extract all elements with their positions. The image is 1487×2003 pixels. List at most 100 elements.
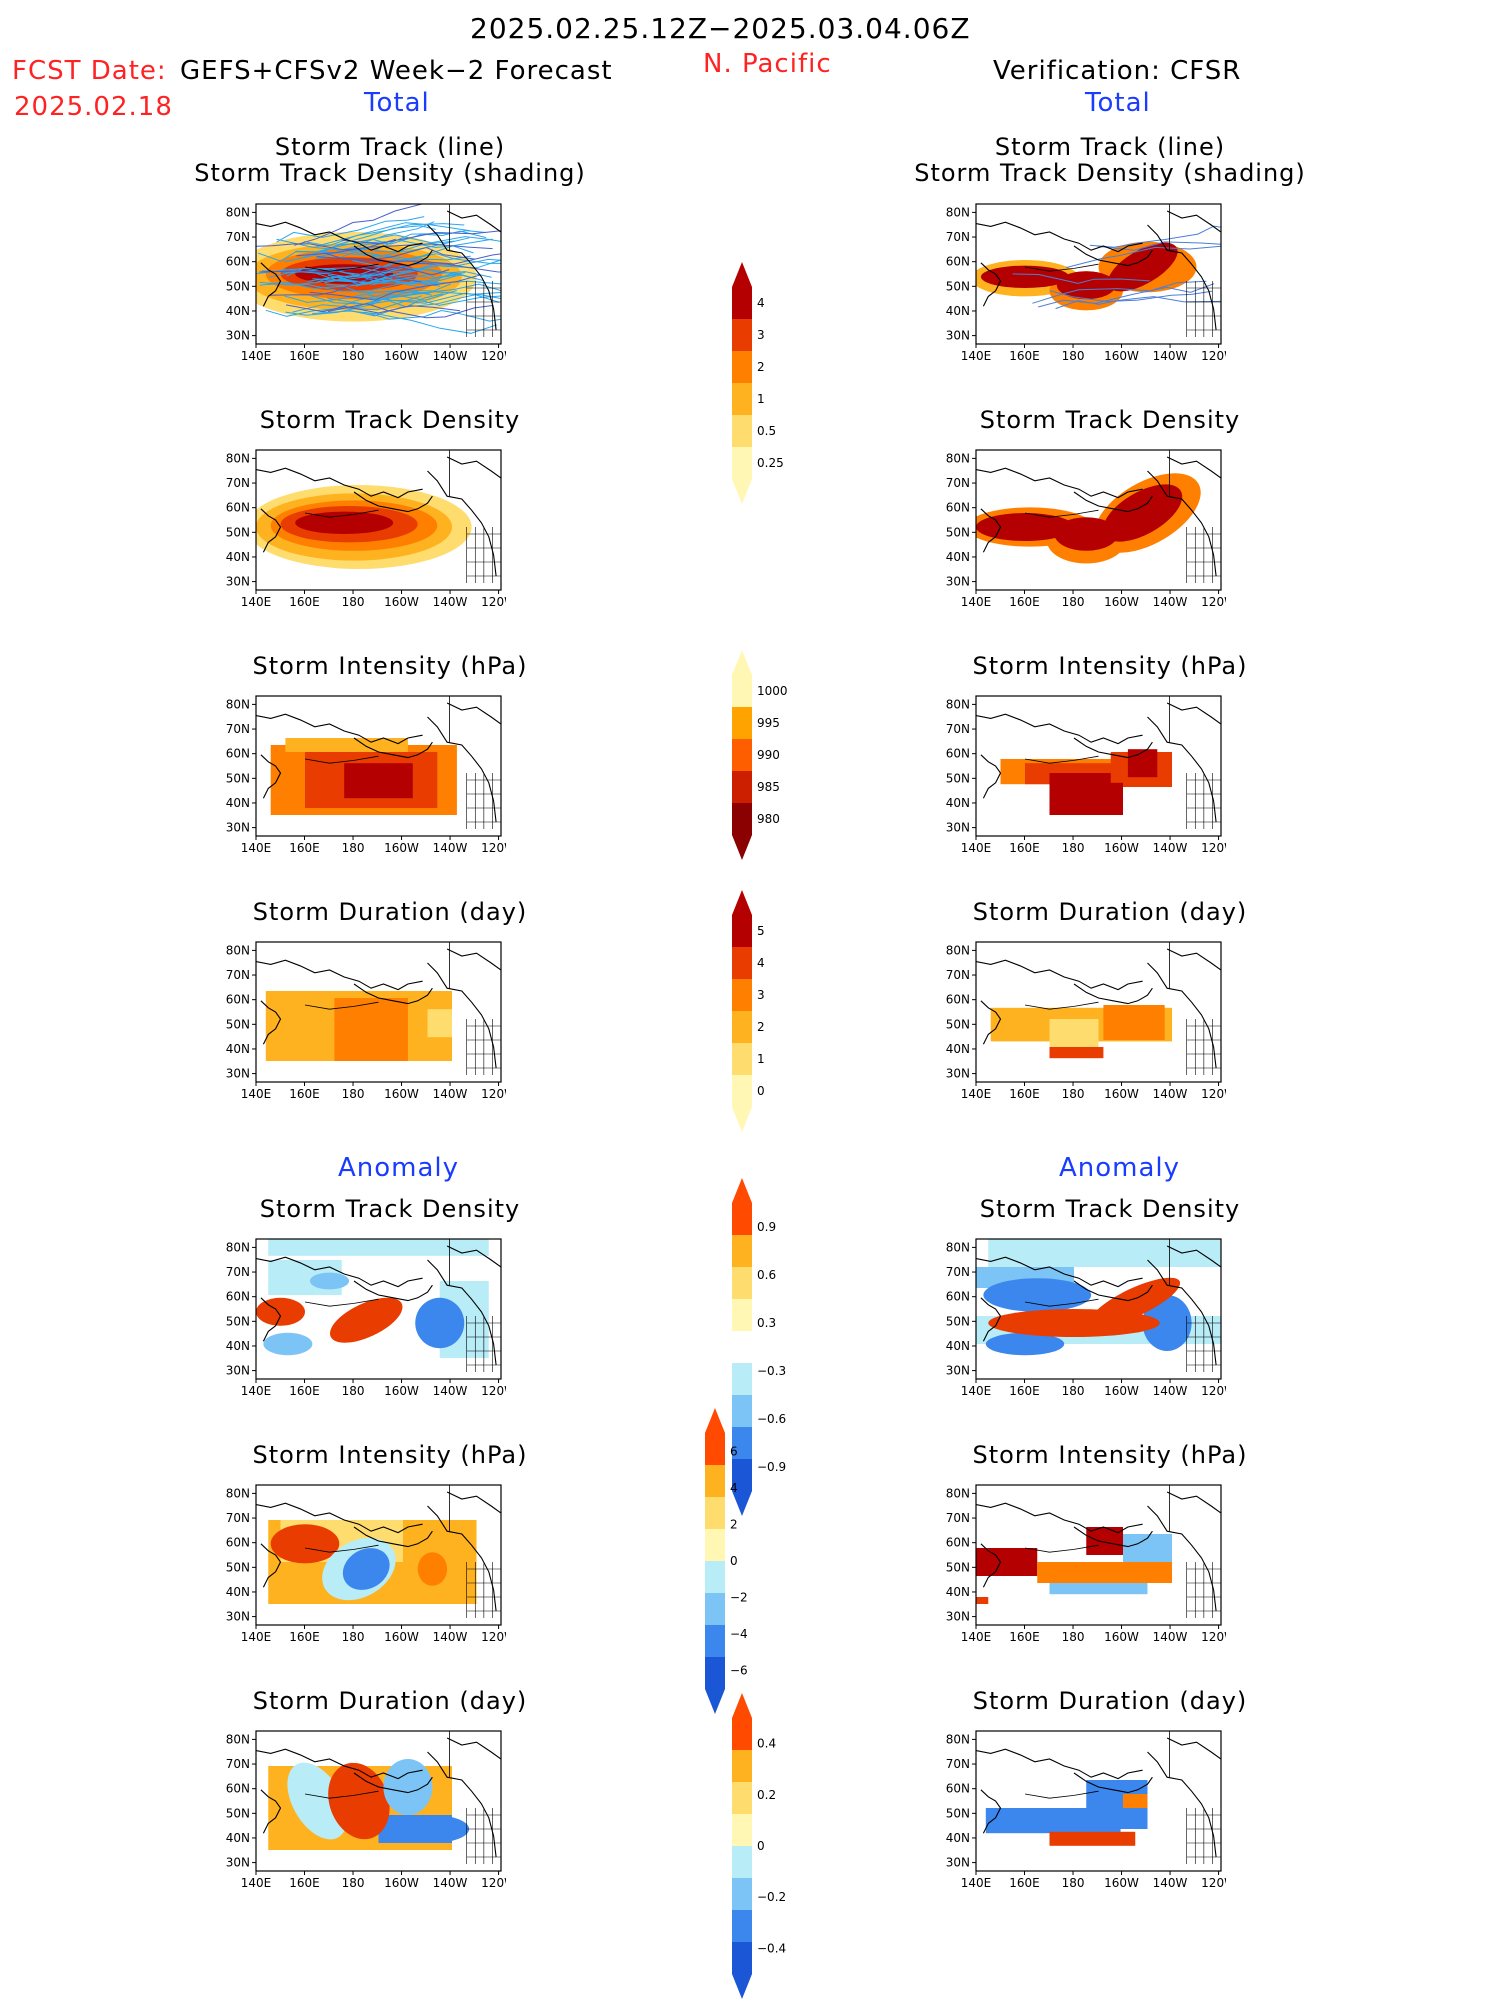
colorbar-tick-label: 0 [730,1554,738,1568]
lat-tick-label: 50N [946,1314,970,1328]
colorbar-tick-label: 1 [757,1052,765,1066]
colorbar-segment [732,1427,752,1459]
title-density-left: Storm Track Density [259,406,521,434]
colorbar-arrow-bottom [732,1491,752,1516]
lat-tick-label: 30N [226,821,250,835]
colorbar-segment [732,415,752,447]
title-duration-left: Storm Duration (day) [252,898,528,926]
colorbar-tick-label: 0.4 [757,1737,776,1751]
colorbar-tick-label: 6 [730,1444,738,1458]
model-name: GEFS+CFSv2 Week−2 Forecast [180,56,613,86]
lat-tick-label: 50N [226,1560,250,1574]
region-name: N. Pacific [703,49,832,79]
lon-tick-label: 160E [289,349,320,363]
colorbar-segment [705,1593,725,1625]
colorbar-segment [732,979,752,1011]
lat-tick-label: 50N [226,1806,250,1820]
colorbar-tick-label: −0.2 [757,1890,786,1904]
lat-tick-label: 80N [226,205,250,219]
map-anom-density-verification: 80N 70N 60N 50N 40N 30N 140E 160E 180 160W 140W 120… [936,1231,1226,1403]
lat-tick-label: 30N [946,329,970,343]
colorbar-segment [705,1433,725,1465]
colorbar-segment [732,1395,752,1427]
colorbar-segment [732,1011,752,1043]
lat-tick-label: 60N [226,1782,250,1796]
colorbar-segment [732,1363,752,1395]
colorbar-arrow-top [732,1693,752,1718]
lat-tick-label: 80N [226,1732,250,1746]
lon-tick-label: 120W [1201,1630,1226,1644]
lon-tick-label: 180 [1062,1876,1085,1890]
lon-tick-label: 140E [961,349,992,363]
lon-tick-label: 160E [1009,1087,1040,1101]
lat-tick-label: 70N [946,1511,970,1525]
colorbar-tick-label: 990 [757,748,780,762]
lon-tick-label: 180 [1062,595,1085,609]
colorbar-segment [732,1846,752,1878]
lat-tick-label: 50N [226,1017,250,1031]
colorbar-tick-label: 1 [757,392,765,406]
title-intensity-right: Storm Intensity (hPa) [972,652,1248,680]
lat-tick-label: 30N [946,1856,970,1870]
title-anom-density-right: Storm Track Density [979,1195,1241,1223]
colorbar-segment [732,1235,752,1267]
colorbar-segment [732,1750,752,1782]
lon-tick-label: 140E [961,1087,992,1101]
colorbar-tick-label: 985 [757,780,780,794]
lat-tick-label: 80N [226,451,250,465]
lon-tick-label: 120W [481,841,506,855]
map-track-forecast: 80N 70N 60N 50N 40N 30N 140E 160E 180 160W 140W 120… [216,196,506,368]
lon-tick-label: 140W [433,841,468,855]
lon-tick-label: 120W [1201,349,1226,363]
lat-tick-label: 70N [226,1757,250,1771]
lon-tick-label: 140E [241,1384,272,1398]
lat-tick-label: 40N [946,304,970,318]
lon-tick-label: 120W [1201,1876,1226,1890]
colorbar-intensity-total: 1000 995 990 985 980 [722,650,812,864]
colorbar-segment [705,1465,725,1497]
lon-tick-label: 160W [384,1876,419,1890]
lon-tick-label: 140E [961,1876,992,1890]
section-anomaly-left: Anomaly [338,1153,460,1183]
lat-tick-label: 60N [946,1782,970,1796]
lat-tick-label: 70N [226,476,250,490]
lon-tick-label: 160E [1009,1384,1040,1398]
title-anom-duration-right: Storm Duration (day) [972,1687,1248,1715]
lat-tick-label: 80N [226,943,250,957]
section-anomaly-right: Anomaly [1059,1153,1181,1183]
lat-tick-label: 70N [946,230,970,244]
lat-tick-label: 40N [946,550,970,564]
colorbar-tick-label: −6 [730,1664,748,1678]
lat-tick-label: 70N [226,1265,250,1279]
colorbar-arrow-top [705,1408,725,1433]
colorbar-tick-label: 3 [757,988,765,1002]
lat-tick-label: 40N [946,1339,970,1353]
lon-tick-label: 160W [1104,349,1139,363]
lon-tick-label: 160W [1104,841,1139,855]
lat-tick-label: 50N [226,279,250,293]
lon-tick-label: 140E [241,1087,272,1101]
colorbar-segment [732,1267,752,1299]
lon-tick-label: 120W [1201,1384,1226,1398]
colorbar-segment [732,1299,752,1331]
lon-tick-label: 160E [289,1384,320,1398]
lat-tick-label: 30N [226,1364,250,1378]
lon-tick-label: 180 [1062,1630,1085,1644]
lat-tick-label: 80N [946,1240,970,1254]
lon-tick-label: 140E [241,595,272,609]
lat-tick-label: 40N [226,1831,250,1845]
colorbar-tick-label: 0.3 [757,1316,776,1330]
colorbar-segment [732,1331,752,1363]
colorbar-tick-label: 4 [757,956,765,970]
colorbar-segment [705,1529,725,1561]
lon-tick-label: 140E [241,841,272,855]
lon-tick-label: 140W [1153,1876,1188,1890]
lat-tick-label: 50N [946,1560,970,1574]
lon-tick-label: 160E [1009,595,1040,609]
colorbar-arrow-bottom [732,1107,752,1132]
colorbar-segment [732,803,752,835]
lat-tick-label: 40N [946,796,970,810]
lat-tick-label: 70N [946,1265,970,1279]
colorbar-duration-anomaly: 0.4 0.2 0 −0.2 −0.4 [722,1693,812,2003]
colorbar-tick-label: −0.4 [757,1941,786,1955]
